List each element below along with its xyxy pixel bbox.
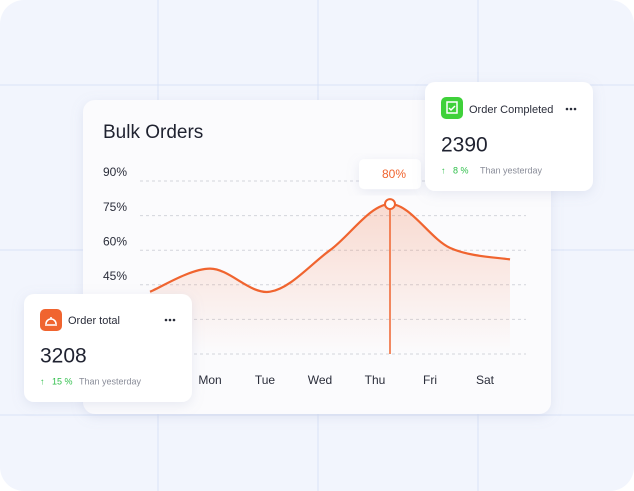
- x-tick-label: Wed: [308, 373, 332, 387]
- card-note: Than yesterday: [480, 165, 543, 175]
- chart-title: Bulk Orders: [103, 122, 203, 143]
- card-title: Order Completed: [469, 104, 553, 116]
- x-tick-label: Mon: [198, 373, 221, 387]
- y-tick-label: 90%: [103, 165, 127, 179]
- tooltip: [359, 159, 421, 190]
- x-tick-label: Thu: [365, 373, 386, 387]
- line: [149, 202, 511, 293]
- card-value: 3208: [40, 345, 87, 368]
- up-arrow: ↑: [441, 165, 446, 175]
- card-icon: [40, 309, 62, 331]
- card: [425, 82, 593, 191]
- icon-glyph: [45, 317, 57, 326]
- card-title: Order total: [68, 315, 120, 327]
- card-change: 15 %: [52, 376, 73, 386]
- x-tick-label: Fri: [423, 373, 437, 387]
- icon-glyph: [446, 101, 458, 114]
- more-button[interactable]: [164, 318, 176, 322]
- area: [150, 204, 510, 354]
- x-tick-label: Sat: [476, 373, 495, 387]
- x-tick-label: Tue: [255, 373, 276, 387]
- up-arrow: ↑: [40, 376, 45, 386]
- y-tick-label: 75%: [103, 200, 127, 214]
- data-label: 80%: [382, 167, 406, 181]
- overlay-cards: Order total 3208 ↑ 15 % Than yesterday O…: [24, 82, 593, 402]
- card-value: 2390: [441, 134, 488, 157]
- card-note: Than yesterday: [79, 376, 142, 386]
- card-change: 8 %: [453, 165, 469, 175]
- card: [24, 294, 192, 402]
- point: [384, 198, 396, 211]
- y-tick-label: 45%: [103, 269, 127, 283]
- more-button[interactable]: [565, 107, 577, 111]
- y-tick-label: 60%: [103, 234, 127, 248]
